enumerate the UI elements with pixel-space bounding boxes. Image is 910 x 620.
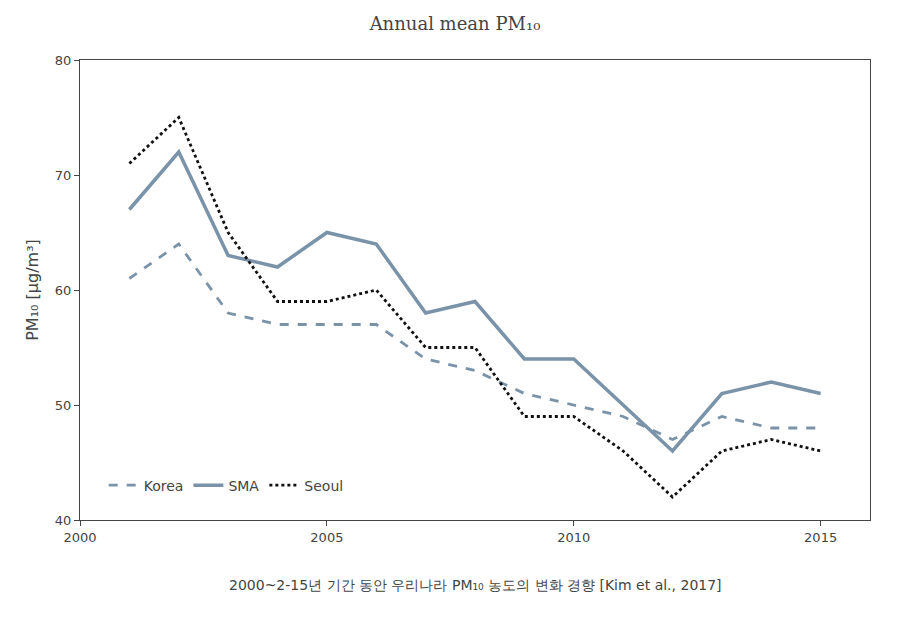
svg-text:70: 70 bbox=[55, 168, 72, 183]
svg-text:2010: 2010 bbox=[557, 530, 590, 545]
svg-text:Annual mean PM₁₀: Annual mean PM₁₀ bbox=[369, 13, 541, 34]
svg-text:SMA: SMA bbox=[228, 478, 259, 494]
svg-text:40: 40 bbox=[55, 513, 72, 528]
svg-text:Seoul: Seoul bbox=[304, 478, 343, 494]
svg-text:50: 50 bbox=[55, 398, 72, 413]
svg-text:2015: 2015 bbox=[804, 530, 837, 545]
svg-text:2000~2-15년 기간 동안 우리나라 PM₁₀ 농도의: 2000~2-15년 기간 동안 우리나라 PM₁₀ 농도의 변화 경향 [Ki… bbox=[229, 577, 722, 593]
svg-text:Korea: Korea bbox=[144, 478, 184, 494]
svg-text:80: 80 bbox=[55, 53, 72, 68]
svg-text:2000: 2000 bbox=[63, 530, 96, 545]
svg-text:60: 60 bbox=[55, 283, 72, 298]
svg-text:PM₁₀ [μg/m³]: PM₁₀ [μg/m³] bbox=[23, 239, 42, 341]
svg-text:2005: 2005 bbox=[310, 530, 343, 545]
